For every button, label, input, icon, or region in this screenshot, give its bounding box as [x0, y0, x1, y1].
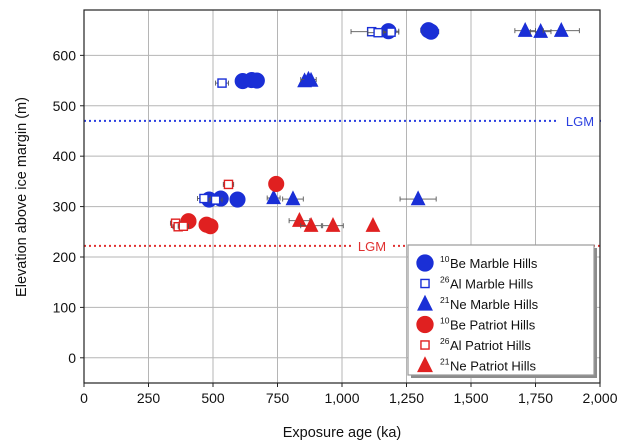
x-tick-label: 1,500: [453, 390, 488, 406]
legend-label: Be Patriot Hills: [450, 318, 536, 333]
legend-isotope: 26: [440, 275, 450, 285]
lgm-label: LGM: [358, 239, 386, 254]
y-tick-label: 300: [53, 199, 77, 215]
data-point: [553, 21, 569, 37]
data-point: [248, 72, 265, 89]
legend-marker: [416, 315, 434, 334]
data-point: [217, 78, 227, 88]
y-tick-label: 100: [53, 299, 77, 315]
x-tick-label: 250: [137, 390, 161, 406]
series-2: [266, 21, 580, 206]
data-point: [517, 21, 533, 37]
y-tick-label: 600: [53, 47, 77, 63]
series-3: [180, 175, 285, 235]
data-point: [199, 193, 209, 204]
x-axis-title: Exposure age (ka): [283, 425, 401, 441]
legend-label: Al Patriot Hills: [450, 338, 531, 353]
y-axis-title: Elevation above ice margin (m): [14, 97, 30, 297]
legend-isotope: 26: [440, 336, 450, 346]
data-point: [373, 27, 383, 38]
y-tick-label: 200: [53, 249, 77, 265]
legend-marker: [417, 294, 433, 311]
data-point: [410, 190, 426, 206]
data-point: [285, 190, 301, 206]
data-point: [303, 217, 319, 232]
x-tick-label: 500: [201, 390, 225, 406]
legend-isotope: 21: [440, 295, 450, 305]
legend-marker: [417, 356, 433, 373]
data-point: [223, 179, 234, 190]
legend-label: Be Marble Hills: [450, 256, 538, 271]
data-point: [303, 71, 319, 87]
x-tick-label: 1,250: [389, 390, 424, 406]
tick-labels: 0 250 500 750 1,000 1,250 1,500 1,750 2,000 0 100 2…: [53, 47, 618, 406]
legend-marker: [420, 278, 430, 289]
data-point: [292, 212, 307, 227]
data-points: [169, 21, 580, 235]
legend-isotope: 21: [440, 357, 450, 367]
legend-box: [407, 244, 595, 376]
series-4: [169, 179, 235, 232]
legend-label: Ne Marble Hills: [450, 297, 539, 312]
y-tick-label: 500: [53, 98, 77, 114]
legend-label: Al Marble Hills: [450, 277, 534, 292]
x-tick-label: 0: [80, 390, 88, 406]
data-point: [229, 191, 246, 208]
x-tick-label: 2,000: [582, 390, 617, 406]
data-point: [210, 195, 221, 205]
series-5: [288, 212, 381, 232]
reference-lines: LGM LGM: [84, 114, 601, 254]
x-tick-label: 1,750: [518, 390, 553, 406]
data-point: [325, 217, 341, 232]
legend-marker: [416, 254, 434, 272]
legend-label: Ne Patriot Hills: [450, 359, 536, 374]
y-tick-label: 400: [53, 148, 77, 164]
series-1: [197, 26, 400, 205]
legend-isotope: 10: [440, 254, 450, 264]
data-point: [386, 27, 396, 37]
x-tick-label: 750: [266, 390, 290, 406]
lgm-label: LGM: [566, 114, 594, 129]
legend-isotope: 10: [440, 316, 450, 326]
data-point: [178, 221, 189, 231]
x-tick-label: 1,000: [324, 390, 359, 406]
data-point: [202, 218, 219, 235]
data-point: [365, 217, 381, 232]
data-point: [268, 175, 285, 192]
data-point: [422, 23, 440, 40]
legend-marker: [420, 340, 430, 350]
data-point: [266, 189, 282, 205]
y-tick-label: 0: [68, 350, 76, 366]
